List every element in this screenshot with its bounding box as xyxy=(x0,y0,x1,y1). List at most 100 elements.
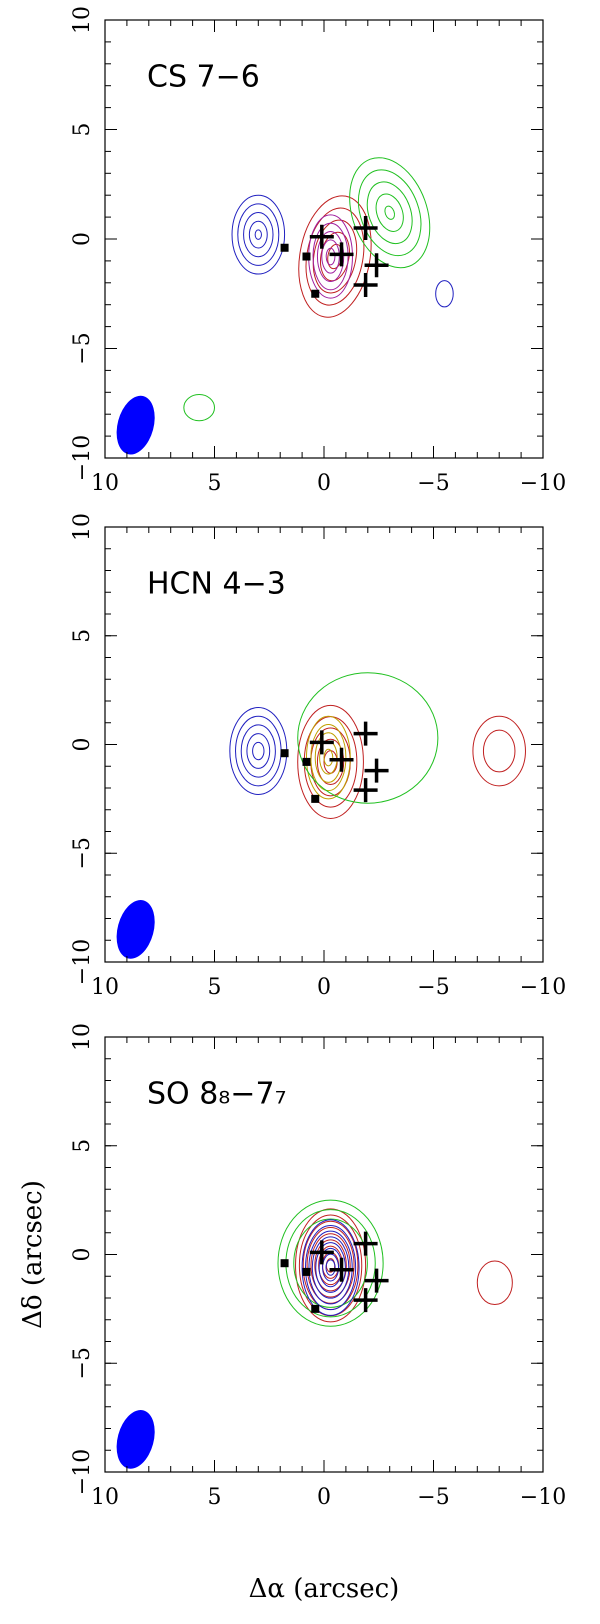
marker-square xyxy=(311,289,320,298)
marker-cross xyxy=(364,1268,389,1293)
x-tick-label: −5 xyxy=(417,1485,449,1510)
contour xyxy=(366,181,413,245)
x-tick-label: −10 xyxy=(520,471,566,496)
panel xyxy=(116,672,526,959)
contour xyxy=(298,195,372,318)
y-tick-label: −5 xyxy=(70,837,95,869)
marker-cross xyxy=(353,216,378,241)
y-tick-label: 0 xyxy=(70,1248,95,1262)
contour xyxy=(322,1251,340,1279)
y-tick-label: −10 xyxy=(70,1449,95,1495)
contour xyxy=(306,1226,355,1304)
y-tick-label: 10 xyxy=(70,513,95,541)
contour xyxy=(237,203,280,266)
contour xyxy=(295,1208,367,1323)
marker-square xyxy=(280,749,289,758)
contour xyxy=(246,733,271,769)
contour xyxy=(323,750,338,774)
x-axis-title: Δα (arcsec) xyxy=(249,1574,400,1604)
y-tick-label: 5 xyxy=(70,123,95,137)
marker-square xyxy=(311,1304,320,1313)
contour xyxy=(308,1230,353,1305)
contour xyxy=(316,231,345,282)
contour xyxy=(311,1236,350,1299)
contour xyxy=(325,247,336,266)
panel xyxy=(116,1199,513,1469)
contour xyxy=(308,214,353,299)
contour xyxy=(349,157,431,269)
contour xyxy=(384,205,396,220)
contour xyxy=(482,729,516,773)
contour xyxy=(297,672,439,804)
marker-square xyxy=(302,757,311,766)
contour xyxy=(322,1253,340,1282)
beam xyxy=(116,1410,155,1469)
x-tick-label: −5 xyxy=(417,471,449,496)
contour xyxy=(476,1260,513,1306)
contour xyxy=(312,222,349,291)
beam xyxy=(116,395,155,455)
contour xyxy=(323,748,334,767)
contour xyxy=(325,1259,336,1276)
marker-cross xyxy=(353,1288,378,1313)
contour xyxy=(305,1224,357,1311)
panel-title: CS 7−6 xyxy=(147,60,260,95)
panel-title: SO 8₈−7₇ xyxy=(147,1077,287,1112)
contour xyxy=(472,715,526,787)
x-tick-label: −5 xyxy=(417,975,449,1000)
contour xyxy=(375,193,404,232)
x-tick-label: 0 xyxy=(317,471,331,496)
contour xyxy=(235,715,282,787)
x-tick-label: 10 xyxy=(91,1485,119,1510)
marker-square xyxy=(280,243,289,252)
contour xyxy=(248,220,268,249)
contour xyxy=(305,207,365,306)
contour xyxy=(321,239,340,274)
x-tick-label: −10 xyxy=(520,1485,566,1510)
contour xyxy=(229,707,288,796)
contour xyxy=(183,393,215,422)
contour xyxy=(243,212,274,258)
marker-cross xyxy=(353,778,378,803)
x-tick-label: 5 xyxy=(208,471,222,496)
contour xyxy=(314,1239,347,1292)
marker-cross xyxy=(329,747,354,772)
contour xyxy=(320,231,350,282)
x-tick-label: 5 xyxy=(208,1485,222,1510)
marker-cross xyxy=(309,730,334,755)
marker-cross xyxy=(309,224,334,249)
marker-cross xyxy=(364,253,389,278)
panel xyxy=(116,157,454,455)
marker-cross xyxy=(353,272,378,297)
marker-square xyxy=(302,1267,311,1276)
x-tick-label: −10 xyxy=(520,975,566,1000)
marker-cross xyxy=(353,1231,378,1256)
marker-square xyxy=(280,1259,289,1268)
y-tick-label: 0 xyxy=(70,232,95,246)
contour xyxy=(231,194,286,275)
y-tick-label: −10 xyxy=(70,435,95,481)
y-axis-title: Δδ (arcsec) xyxy=(18,1180,48,1329)
marker-cross xyxy=(364,758,389,783)
x-tick-label: 10 xyxy=(91,471,119,496)
contour xyxy=(310,723,347,792)
y-tick-label: 0 xyxy=(70,738,95,752)
marker-square xyxy=(311,794,320,803)
y-tick-label: −5 xyxy=(70,1347,95,1379)
y-tick-label: 10 xyxy=(70,6,95,34)
x-tick-label: 0 xyxy=(317,975,331,1000)
x-tick-label: 0 xyxy=(317,1485,331,1510)
contour xyxy=(301,1219,360,1316)
marker-cross xyxy=(329,242,354,267)
contour xyxy=(305,715,351,800)
contour xyxy=(240,724,276,778)
contour xyxy=(254,229,262,240)
x-tick-label: 5 xyxy=(208,975,222,1000)
contour xyxy=(316,738,345,786)
contour xyxy=(315,1242,346,1293)
marker-cross xyxy=(329,1257,354,1282)
y-tick-label: 5 xyxy=(70,1139,95,1153)
beam xyxy=(116,900,155,959)
contour xyxy=(252,741,265,761)
